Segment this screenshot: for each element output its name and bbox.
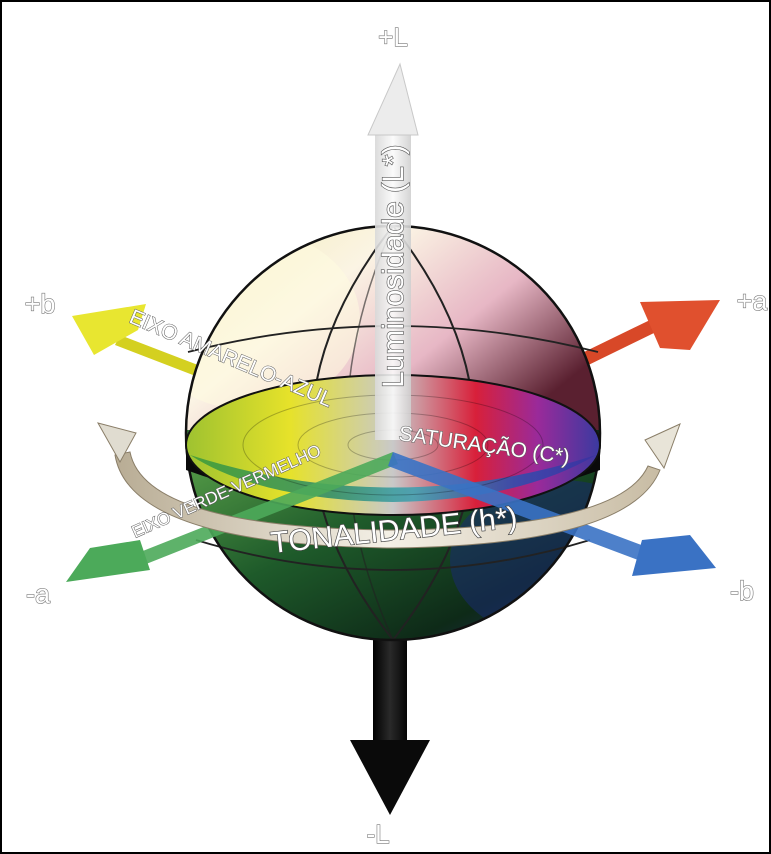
minus-l-label: -L (366, 819, 389, 849)
minus-b-arrow (388, 452, 716, 576)
minus-b-label: -b (730, 576, 754, 606)
minus-a-label: -a (26, 579, 51, 609)
plus-a-label: +a (737, 286, 769, 316)
lightness-axis-label: Luminosidade (L*) (377, 145, 410, 388)
plus-l-label: +L (378, 22, 408, 52)
plus-b-label: +b (25, 289, 56, 319)
minus-l-arrow (350, 620, 430, 815)
plus-l-arrow (367, 62, 419, 440)
hue-ring (96, 422, 681, 549)
minus-a-arrow (66, 452, 398, 582)
